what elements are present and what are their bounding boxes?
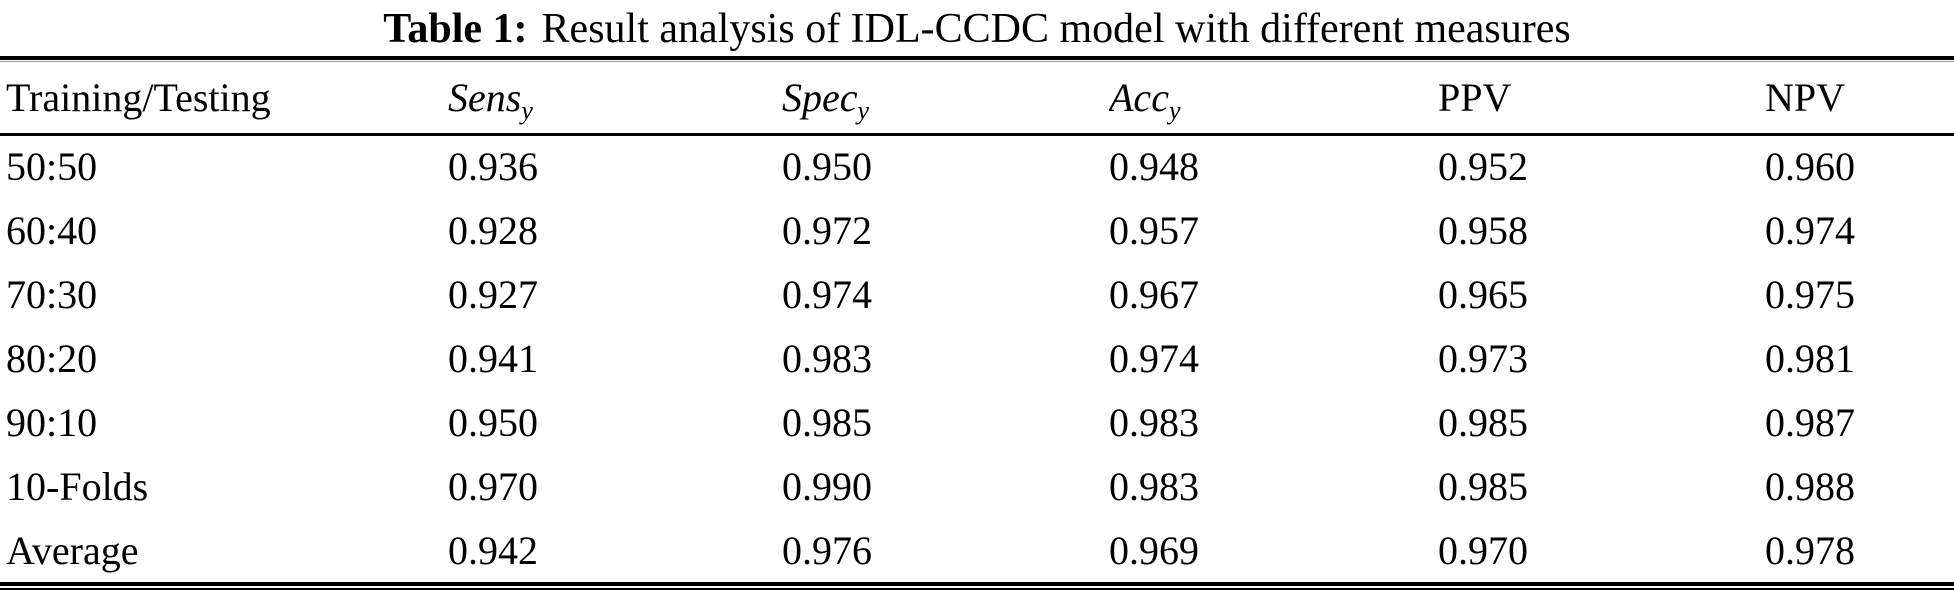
- table-row: 70:30 0.927 0.974 0.967 0.965 0.975: [0, 262, 1954, 326]
- accuracy-value-cell: 0.948: [1109, 144, 1199, 190]
- specificity-value-cell: 0.990: [782, 463, 872, 509]
- row-label-cell: 80:20: [6, 335, 98, 381]
- accuracy-value-cell: 0.983: [1109, 463, 1199, 509]
- ppv-value-cell: 0.970: [1438, 527, 1528, 573]
- specificity-value-cell: 0.972: [782, 207, 872, 253]
- npv-value-cell: 0.988: [1765, 463, 1855, 509]
- specificity-value-cell: 0.976: [782, 527, 872, 573]
- table-top-rule-echo: [0, 61, 1954, 62]
- npv-value-cell: 0.960: [1765, 144, 1855, 190]
- npv-value-cell: 0.981: [1765, 335, 1855, 381]
- sensitivity-value-cell: 0.970: [448, 463, 538, 509]
- ppv-value-cell: 0.985: [1438, 399, 1528, 445]
- table-row: 60:40 0.928 0.972 0.957 0.958 0.974: [0, 198, 1954, 262]
- col-header-label: Acc: [1109, 75, 1169, 121]
- accuracy-value-cell: 0.974: [1109, 335, 1199, 381]
- specificity-value-cell: 0.983: [782, 335, 872, 381]
- ppv-value-cell: 0.973: [1438, 335, 1528, 381]
- ppv-value-cell: 0.965: [1438, 271, 1528, 317]
- table-header: Training/Testing Sensy Specy Accy PPV NP…: [0, 63, 1954, 134]
- accuracy-value-cell: 0.983: [1109, 399, 1199, 445]
- sensitivity-value-cell: 0.941: [448, 335, 538, 381]
- table-row: 90:10 0.950 0.985 0.983 0.985 0.987: [0, 390, 1954, 454]
- table-top-rule: [0, 56, 1954, 60]
- table-caption: Table 1: Result analysis of IDL-CCDC mode…: [0, 0, 1954, 56]
- ppv-value-cell: 0.985: [1438, 463, 1528, 509]
- row-label-cell: Average: [6, 527, 139, 573]
- ppv-value-cell: 0.958: [1438, 207, 1528, 253]
- accuracy-value-cell: 0.969: [1109, 527, 1199, 573]
- npv-value-cell: 0.974: [1765, 207, 1855, 253]
- npv-value-cell: 0.975: [1765, 271, 1855, 317]
- col-header-label: Training/Testing: [6, 75, 271, 121]
- table-body: 50:50 0.936 0.950 0.948 0.952 0.960 60:4…: [0, 134, 1954, 582]
- sensitivity-value-cell: 0.936: [448, 144, 538, 190]
- row-label-cell: 60:40: [6, 207, 98, 253]
- specificity-value-cell: 0.985: [782, 399, 872, 445]
- accuracy-value-cell: 0.957: [1109, 207, 1199, 253]
- table-row: 80:20 0.941 0.983 0.974 0.973 0.981: [0, 326, 1954, 390]
- col-header-subscript: y: [521, 95, 533, 125]
- col-header-accuracy: Accy: [1109, 63, 1438, 134]
- accuracy-value-cell: 0.967: [1109, 271, 1199, 317]
- table-bottom-rule: [0, 582, 1954, 586]
- table-bottom-rule-gap: [0, 586, 1954, 588]
- table-caption-label: Table 1:: [383, 6, 528, 52]
- col-header-ppv: PPV: [1438, 63, 1765, 134]
- table-row: 10-Folds 0.970 0.990 0.983 0.985 0.988: [0, 454, 1954, 518]
- col-header-label: NPV: [1765, 75, 1846, 121]
- npv-value-cell: 0.987: [1765, 399, 1855, 445]
- specificity-value-cell: 0.974: [782, 271, 872, 317]
- col-header-subscript: y: [1168, 95, 1181, 125]
- table-row: 50:50 0.936 0.950 0.948 0.952 0.960: [0, 134, 1954, 198]
- sensitivity-value-cell: 0.942: [448, 527, 538, 573]
- specificity-value-cell: 0.950: [782, 144, 872, 190]
- col-header-sensitivity: Sensy: [448, 63, 782, 134]
- row-label-cell: 50:50: [6, 144, 98, 190]
- col-header-specificity: Specy: [782, 63, 1109, 134]
- ppv-value-cell: 0.952: [1438, 144, 1528, 190]
- header-row: Training/Testing Sensy Specy Accy PPV NP…: [0, 63, 1954, 134]
- col-header-label: Spec: [782, 75, 858, 121]
- row-label-cell: 70:30: [6, 271, 98, 317]
- row-label-cell: 90:10: [6, 399, 98, 445]
- col-header-npv: NPV: [1765, 63, 1954, 134]
- col-header-label: PPV: [1438, 75, 1512, 121]
- row-label-cell: 10-Folds: [6, 463, 149, 509]
- col-header-subscript: y: [857, 95, 870, 125]
- col-header-training-testing: Training/Testing: [0, 63, 448, 134]
- sensitivity-value-cell: 0.928: [448, 207, 538, 253]
- npv-value-cell: 0.978: [1765, 527, 1855, 573]
- table-caption-text: Result analysis of IDL-CCDC model with d…: [541, 6, 1571, 52]
- results-table: Training/Testing Sensy Specy Accy PPV NP…: [0, 63, 1954, 582]
- table-bottom-rule-thin: [0, 588, 1954, 590]
- col-header-label: Sens: [448, 75, 522, 121]
- sensitivity-value-cell: 0.950: [448, 399, 538, 445]
- table-row: Average 0.942 0.976 0.969 0.970 0.978: [0, 518, 1954, 582]
- sensitivity-value-cell: 0.927: [448, 271, 538, 317]
